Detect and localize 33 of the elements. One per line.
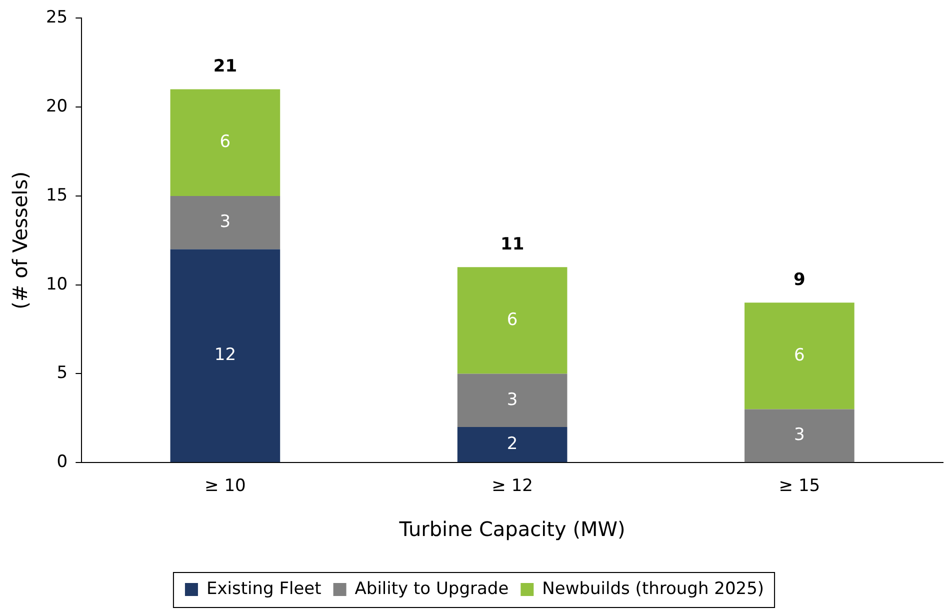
y-axis-title: (# of Vessels) <box>8 171 32 310</box>
total-label: 11 <box>500 234 524 254</box>
data-label: 6 <box>506 310 518 330</box>
bar <box>457 374 568 428</box>
y-tick-label: 15 <box>46 185 68 206</box>
data-label: 6 <box>220 132 231 152</box>
total-label: 21 <box>213 56 238 77</box>
bar <box>744 302 854 410</box>
legend-label: Newbuilds (through 2025) <box>542 578 764 599</box>
y-tick-label: 5 <box>56 363 68 384</box>
data-label: 3 <box>794 425 805 446</box>
x-tick-label: ≥ 15 <box>778 476 820 496</box>
bar <box>170 249 280 462</box>
x-tick-label: ≥ 12 <box>492 476 533 496</box>
data-label: 3 <box>220 212 231 232</box>
bar <box>170 89 280 196</box>
bar <box>170 196 280 250</box>
x-tick-label: ≥ 10 <box>204 476 246 496</box>
y-tick-label: 20 <box>46 96 68 116</box>
y-tick-label: 10 <box>46 274 68 294</box>
data-label: 12 <box>214 345 236 366</box>
legend-label: Ability to Upgrade <box>354 578 509 599</box>
y-tick-label: 0 <box>56 452 68 472</box>
legend-label: Existing Fleet <box>206 578 322 599</box>
x-axis-title: Turbine Capacity (MW) <box>398 517 626 542</box>
data-label: 6 <box>794 345 805 366</box>
bar <box>744 409 854 462</box>
bar <box>457 427 568 462</box>
bar <box>457 267 568 374</box>
data-label: 3 <box>506 390 518 410</box>
data-label: 2 <box>506 434 518 454</box>
y-tick-label: 25 <box>46 8 68 28</box>
total-label: 9 <box>794 270 806 290</box>
